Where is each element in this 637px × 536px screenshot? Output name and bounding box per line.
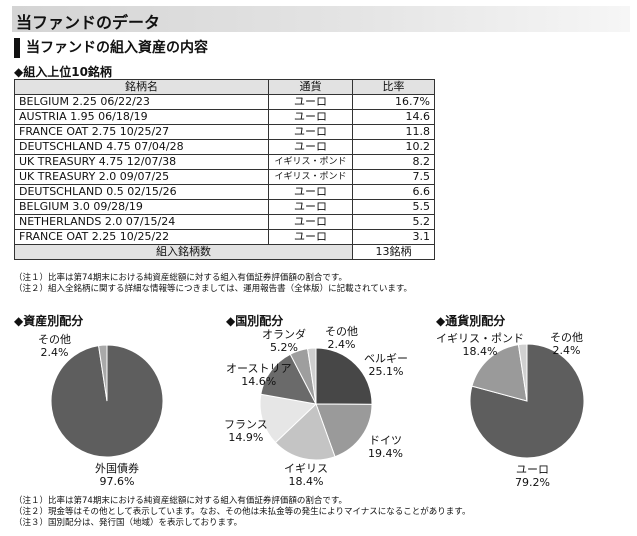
pie-label-germany: ドイツ 19.4% [368,434,403,460]
pie-slice [260,353,317,405]
table-row: UK TREASURY 2.0 09/07/25 イギリス・ポンド 7.5 [14,169,435,185]
table-row: BELGIUM 2.25 06/22/23 ユーロ 16.7% [14,94,435,110]
pie-label-austria: オーストリア 14.6% [226,362,292,388]
holding-rate: 7.5 [352,169,435,185]
pie-label-france: フランス 14.9% [224,418,268,444]
asset-allocation-title: ◆資産別配分 [14,314,84,328]
holding-name: UK TREASURY 2.0 09/07/25 [14,169,269,185]
holdings-table: 銘柄名 通貨 比率 BELGIUM 2.25 06/22/23 ユーロ 16.7% A… [14,79,435,260]
note-line: （注２）組入全銘柄に関する詳細な情報等につきましては、運用報告書（全体版）に記載… [14,284,412,294]
pie-slice [307,347,317,405]
column-header-name: 銘柄名 [14,79,269,95]
total-value: 13銘柄 [352,244,435,260]
holding-currency: ユーロ [268,124,353,140]
pie-label-gbp: イギリス・ポンド 18.4% [436,332,524,358]
currency-allocation-pie [469,343,585,459]
column-header-rate: 比率 [352,79,435,95]
pie-label-netherlands: オランダ 5.2% [262,328,306,354]
pie-label-other: その他 2.4% [38,333,71,359]
pie-label-currency-other: その他 2.4% [550,331,583,357]
holding-currency: ユーロ [268,199,353,215]
page-title: 当ファンドのデータ [16,13,161,32]
holding-rate: 10.2 [352,139,435,155]
note-line: （注１）比率は第74期末における純資産総額に対する組入有価証券評価額の割合です。 [14,496,347,506]
notes-top: （注１）比率は第74期末における純資産総額に対する組入有価証券評価額の割合です。… [14,273,412,295]
pie-slice [259,393,318,444]
total-row: 組入銘柄数 13銘柄 [14,244,435,260]
currency-allocation-title: ◆通貨別配分 [436,314,506,328]
note-line: （注３）国別配分は、発行国（地域）を表示しております。 [14,518,243,528]
pie-label-uk: イギリス 18.4% [284,462,328,488]
holding-rate: 14.6 [352,109,435,125]
holding-name: BELGIUM 2.25 06/22/23 [14,94,269,110]
country-allocation-title: ◆国別配分 [226,314,284,328]
section-title: 当ファンドの組入資産の内容 [14,38,208,58]
holdings-subtitle: ◆組入上位10銘柄 [14,65,112,79]
column-header-currency: 通貨 [268,79,353,95]
total-label: 組入銘柄数 [14,244,353,260]
pie-slice [315,403,373,458]
holding-currency: ユーロ [268,184,353,200]
table-header-row: 銘柄名 通貨 比率 [14,79,435,95]
holding-currency: ユーロ [268,229,353,245]
pie-slice [517,343,528,402]
note-line: （注１）比率は第74期末における純資産総額に対する組入有価証券評価額の割合です。 [14,273,347,283]
holding-rate: 16.7% [352,94,435,110]
pie-slice [98,344,108,402]
pie-label-foreign-bonds: 外国債券 97.6% [95,462,139,488]
country-allocation-pie [259,347,373,461]
pie-label-euro: ユーロ 79.2% [515,463,550,489]
header-banner: 当ファンドのデータ [12,6,630,32]
note-line: （注２）現金等はその他として表示しています。なお、その他は未払金等の発生によりマ… [14,507,471,517]
pie-slice [471,344,528,402]
pie-slice [315,347,373,405]
asset-allocation-pie [50,344,164,458]
notes-bottom: （注１）比率は第74期末における純資産総額に対する組入有価証券評価額の割合です。… [14,496,470,529]
pie-label-country-other: その他 2.4% [325,325,358,351]
pie-slice [274,403,336,461]
pie-label-belgium: ベルギー 25.1% [364,352,408,378]
holding-name: AUSTRIA 1.95 06/18/19 [14,109,269,125]
